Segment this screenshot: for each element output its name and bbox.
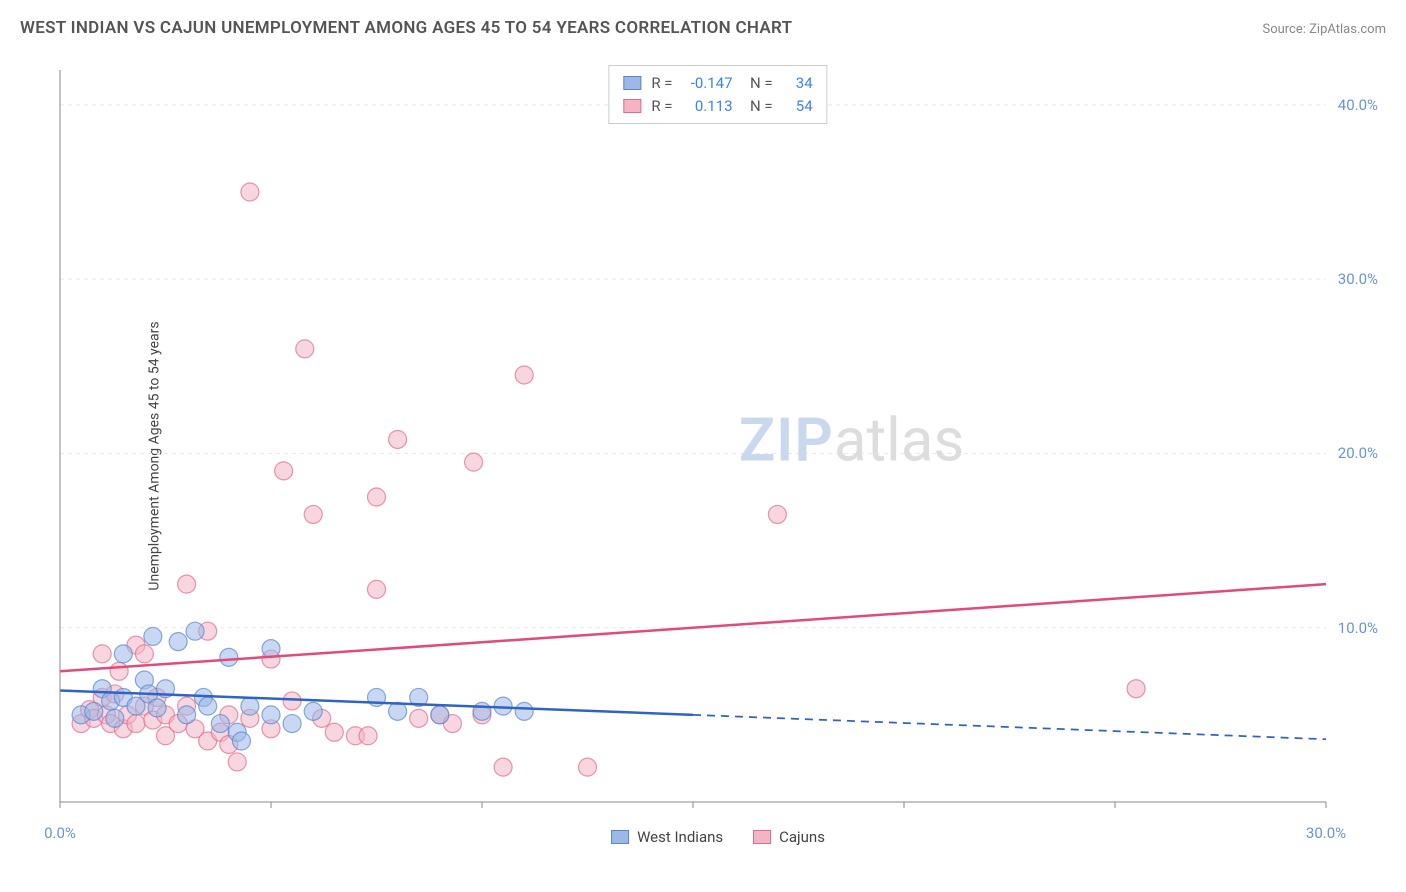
n-value: 54 bbox=[783, 95, 813, 118]
n-label: N = bbox=[743, 72, 773, 95]
n-label: N = bbox=[743, 95, 773, 118]
y-tick-label: 30.0% bbox=[1338, 270, 1378, 288]
chart-title: WEST INDIAN VS CAJUN UNEMPLOYMENT AMONG … bbox=[20, 18, 792, 38]
r-label: R = bbox=[651, 72, 672, 95]
y-tick-label: 40.0% bbox=[1338, 96, 1378, 114]
r-value: -0.147 bbox=[683, 72, 733, 95]
r-value: 0.113 bbox=[683, 95, 733, 118]
x-tick-label: 30.0% bbox=[1306, 824, 1346, 842]
legend-label: Cajuns bbox=[779, 828, 825, 846]
legend-item: Cajuns bbox=[753, 828, 825, 846]
series-swatch bbox=[611, 830, 629, 844]
stats-row: R = -0.147 N = 34 bbox=[623, 72, 812, 95]
y-tick-label: 20.0% bbox=[1338, 444, 1378, 462]
series-swatch bbox=[623, 76, 641, 90]
x-tick-label: 0.0% bbox=[44, 824, 76, 842]
legend-label: West Indians bbox=[637, 828, 723, 846]
scatter-plot bbox=[50, 60, 1386, 852]
correlation-stats-legend: R = -0.147 N = 34 R = 0.113 N = 54 bbox=[608, 65, 827, 124]
stats-row: R = 0.113 N = 54 bbox=[623, 95, 812, 118]
legend-item: West Indians bbox=[611, 828, 723, 846]
source-attribution: Source: ZipAtlas.com bbox=[1262, 22, 1386, 37]
series-legend: West Indians Cajuns bbox=[611, 828, 825, 846]
series-swatch bbox=[753, 830, 771, 844]
chart-container: Unemployment Among Ages 45 to 54 years 1… bbox=[50, 60, 1386, 852]
y-tick-label: 10.0% bbox=[1338, 619, 1378, 637]
n-value: 34 bbox=[783, 72, 813, 95]
r-label: R = bbox=[651, 95, 672, 118]
series-swatch bbox=[623, 99, 641, 113]
